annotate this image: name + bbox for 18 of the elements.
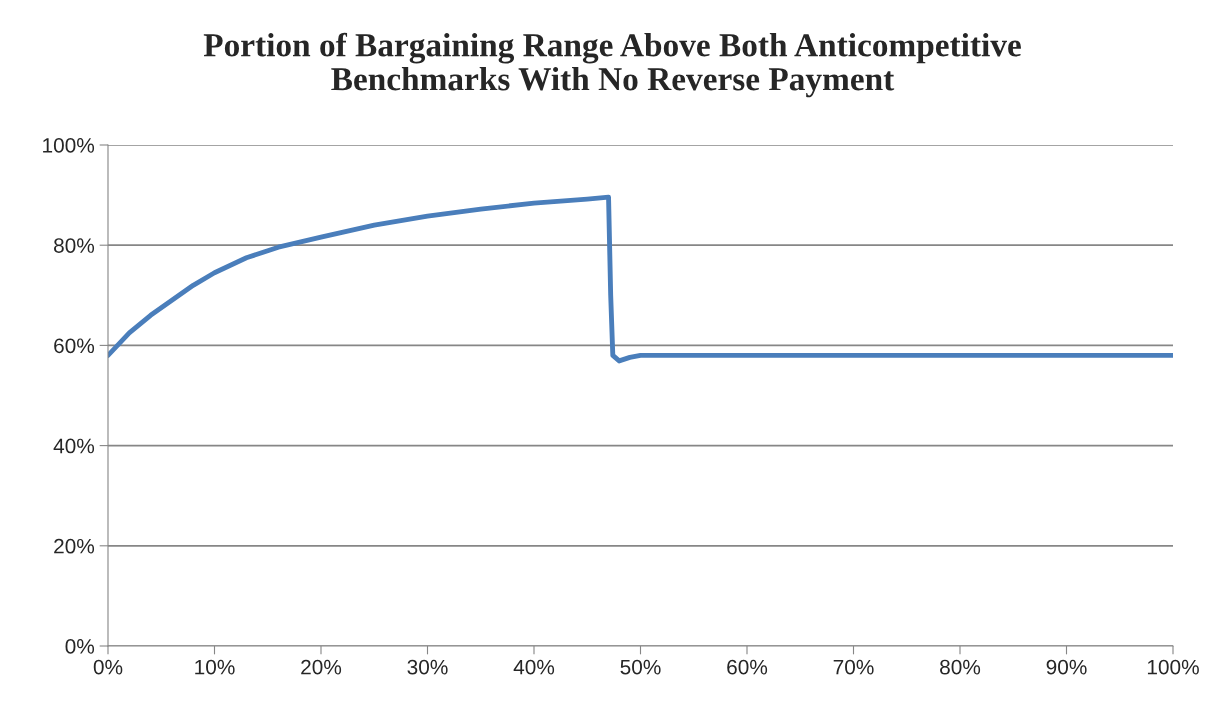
x-tick-label: 50% <box>620 659 661 675</box>
y-tick-label: 0% <box>65 639 95 654</box>
y-tick-label: 80% <box>54 238 95 253</box>
x-tick-label: 40% <box>513 659 555 675</box>
x-tick-label: 30% <box>407 659 448 675</box>
x-tick-label: 90% <box>1046 659 1087 675</box>
chart-title: Portion of Bargaining Range Above Both Anticompetitive Benchmarks With No Reverse Payment <box>203 32 1021 98</box>
x-tick-label: 70% <box>833 659 874 675</box>
x-tick-label: 80% <box>940 659 981 675</box>
y-tick-label: 100% <box>43 138 95 153</box>
y-tick-label: 60% <box>54 338 95 354</box>
x-tick-label: 20% <box>301 659 342 675</box>
y-tick-label: 20% <box>54 538 95 554</box>
y-tick-label: 40% <box>53 438 95 454</box>
x-tick-label: 100% <box>1147 659 1199 675</box>
x-tick-label: 0% <box>93 659 123 675</box>
x-tick-label: 60% <box>727 659 768 675</box>
x-tick-label: 10% <box>195 659 235 675</box>
